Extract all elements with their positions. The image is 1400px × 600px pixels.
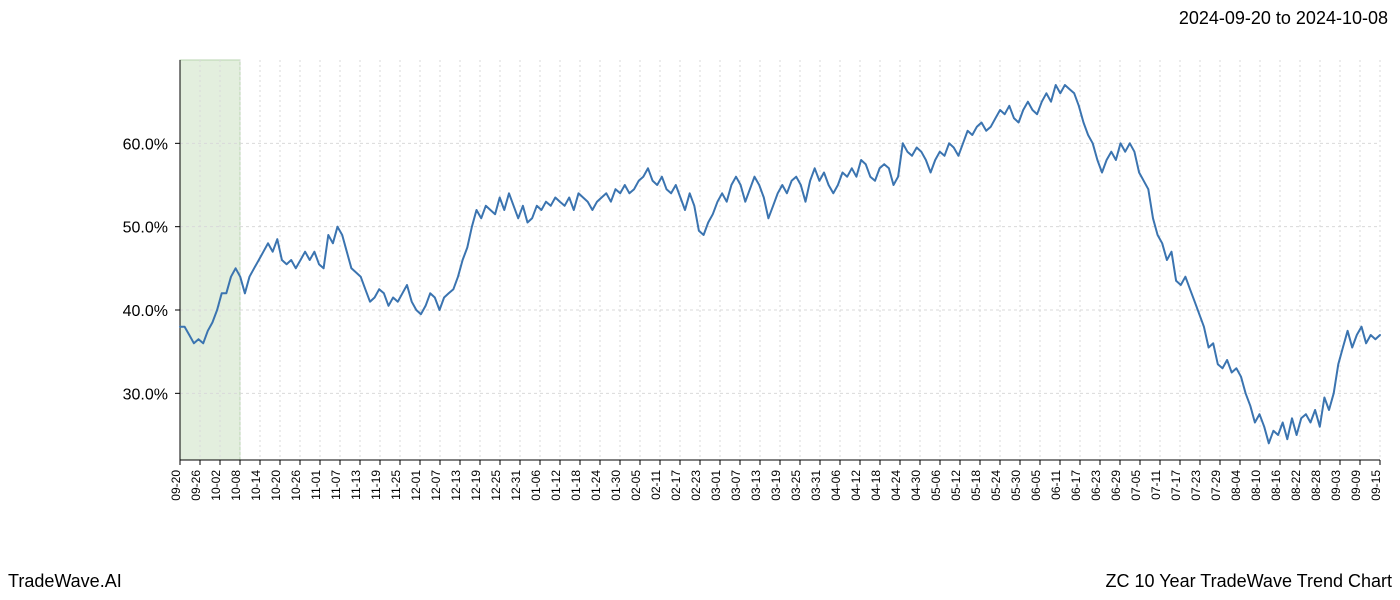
svg-text:01-12: 01-12 — [549, 470, 563, 501]
svg-text:05-06: 05-06 — [929, 470, 943, 501]
svg-text:08-04: 08-04 — [1229, 470, 1243, 501]
svg-text:12-31: 12-31 — [509, 470, 523, 501]
svg-text:07-11: 07-11 — [1149, 470, 1163, 500]
svg-text:50.0%: 50.0% — [123, 220, 168, 237]
svg-text:11-07: 11-07 — [329, 470, 343, 500]
svg-text:09-03: 09-03 — [1329, 470, 1343, 501]
svg-text:08-16: 08-16 — [1269, 470, 1283, 501]
svg-text:11-13: 11-13 — [349, 470, 363, 500]
svg-text:02-05: 02-05 — [629, 470, 643, 501]
trend-chart: 30.0% 40.0% 50.0% 60.0% 09-20 09-26 10-02 10-08… — [0, 30, 1400, 570]
chart-title: ZC 10 Year TradeWave Trend Chart — [1106, 571, 1392, 592]
svg-text:01-24: 01-24 — [589, 470, 603, 501]
chart-svg: 30.0% 40.0% 50.0% 60.0% 09-20 09-26 10-02 10-08… — [0, 30, 1400, 570]
svg-text:12-01: 12-01 — [409, 470, 423, 501]
svg-text:10-08: 10-08 — [229, 470, 243, 501]
svg-text:09-09: 09-09 — [1349, 470, 1363, 501]
svg-text:40.0%: 40.0% — [123, 303, 168, 320]
svg-text:11-19: 11-19 — [369, 470, 383, 500]
svg-text:11-25: 11-25 — [389, 470, 403, 500]
svg-text:12-25: 12-25 — [489, 470, 503, 501]
svg-text:04-24: 04-24 — [889, 470, 903, 501]
svg-text:10-02: 10-02 — [209, 470, 223, 501]
svg-text:04-18: 04-18 — [869, 470, 883, 501]
svg-text:08-10: 08-10 — [1249, 470, 1263, 501]
svg-text:12-19: 12-19 — [469, 470, 483, 501]
svg-text:04-30: 04-30 — [909, 470, 923, 501]
svg-text:09-26: 09-26 — [189, 470, 203, 501]
date-range-label: 2024-09-20 to 2024-10-08 — [1179, 8, 1388, 29]
svg-text:07-05: 07-05 — [1129, 470, 1143, 501]
svg-text:10-14: 10-14 — [249, 470, 263, 501]
svg-text:03-07: 03-07 — [729, 470, 743, 501]
svg-text:01-18: 01-18 — [569, 470, 583, 501]
svg-text:12-13: 12-13 — [449, 470, 463, 501]
svg-text:30.0%: 30.0% — [123, 386, 168, 403]
svg-text:10-20: 10-20 — [269, 470, 283, 501]
svg-text:03-25: 03-25 — [789, 470, 803, 501]
svg-text:08-22: 08-22 — [1289, 470, 1303, 501]
svg-text:09-20: 09-20 — [169, 470, 183, 501]
svg-text:06-17: 06-17 — [1069, 470, 1083, 501]
svg-text:09-15: 09-15 — [1369, 470, 1383, 501]
svg-text:02-17: 02-17 — [669, 470, 683, 501]
svg-text:08-28: 08-28 — [1309, 470, 1323, 501]
svg-text:60.0%: 60.0% — [123, 136, 168, 153]
svg-text:06-23: 06-23 — [1089, 470, 1103, 501]
svg-text:06-29: 06-29 — [1109, 470, 1123, 501]
svg-text:01-06: 01-06 — [529, 470, 543, 501]
svg-text:03-31: 03-31 — [809, 470, 823, 501]
svg-text:06-05: 06-05 — [1029, 470, 1043, 501]
svg-text:07-17: 07-17 — [1169, 470, 1183, 501]
svg-text:05-30: 05-30 — [1009, 470, 1023, 501]
svg-text:10-26: 10-26 — [289, 470, 303, 501]
svg-text:03-19: 03-19 — [769, 470, 783, 501]
svg-text:04-06: 04-06 — [829, 470, 843, 501]
svg-text:05-24: 05-24 — [989, 470, 1003, 501]
svg-text:02-11: 02-11 — [649, 470, 663, 500]
svg-text:02-23: 02-23 — [689, 470, 703, 501]
svg-text:01-30: 01-30 — [609, 470, 623, 501]
svg-text:12-07: 12-07 — [429, 470, 443, 501]
brand-label: TradeWave.AI — [8, 571, 122, 592]
svg-text:05-18: 05-18 — [969, 470, 983, 501]
svg-text:05-12: 05-12 — [949, 470, 963, 501]
svg-text:04-12: 04-12 — [849, 470, 863, 501]
svg-text:03-01: 03-01 — [709, 470, 723, 501]
svg-text:06-11: 06-11 — [1049, 470, 1063, 500]
svg-text:03-13: 03-13 — [749, 470, 763, 501]
svg-text:07-29: 07-29 — [1209, 470, 1223, 501]
svg-text:07-23: 07-23 — [1189, 470, 1203, 501]
svg-text:11-01: 11-01 — [309, 470, 323, 500]
